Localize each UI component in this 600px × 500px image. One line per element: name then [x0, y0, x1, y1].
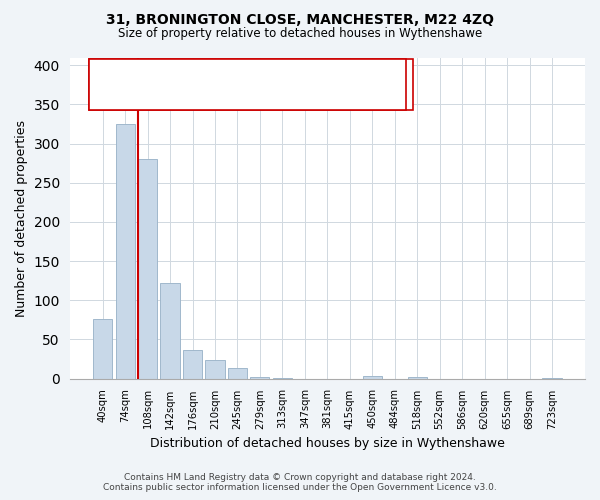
Text: 31 BRONINGTON CLOSE: 110sqm
← 48% of detached houses are smaller (421)
51% of se: 31 BRONINGTON CLOSE: 110sqm ← 48% of det…: [96, 66, 400, 104]
Text: Contains HM Land Registry data © Crown copyright and database right 2024.
Contai: Contains HM Land Registry data © Crown c…: [103, 473, 497, 492]
Bar: [183, 350, 202, 378]
Bar: [363, 376, 382, 378]
Y-axis label: Number of detached properties: Number of detached properties: [15, 120, 28, 316]
Bar: [228, 368, 247, 378]
Bar: [116, 124, 134, 378]
Bar: [93, 319, 112, 378]
Bar: [407, 377, 427, 378]
X-axis label: Distribution of detached houses by size in Wythenshawe: Distribution of detached houses by size …: [150, 437, 505, 450]
Text: Size of property relative to detached houses in Wythenshawe: Size of property relative to detached ho…: [118, 28, 482, 40]
Text: 31, BRONINGTON CLOSE, MANCHESTER, M22 4ZQ: 31, BRONINGTON CLOSE, MANCHESTER, M22 4Z…: [106, 12, 494, 26]
Bar: [160, 283, 179, 378]
Text: 31 BRONINGTON CLOSE: 110sqm
← 48% of detached houses are smaller (421)
51% of se: 31 BRONINGTON CLOSE: 110sqm ← 48% of det…: [96, 66, 406, 104]
Bar: [205, 360, 224, 378]
Bar: [250, 377, 269, 378]
Bar: [138, 160, 157, 378]
